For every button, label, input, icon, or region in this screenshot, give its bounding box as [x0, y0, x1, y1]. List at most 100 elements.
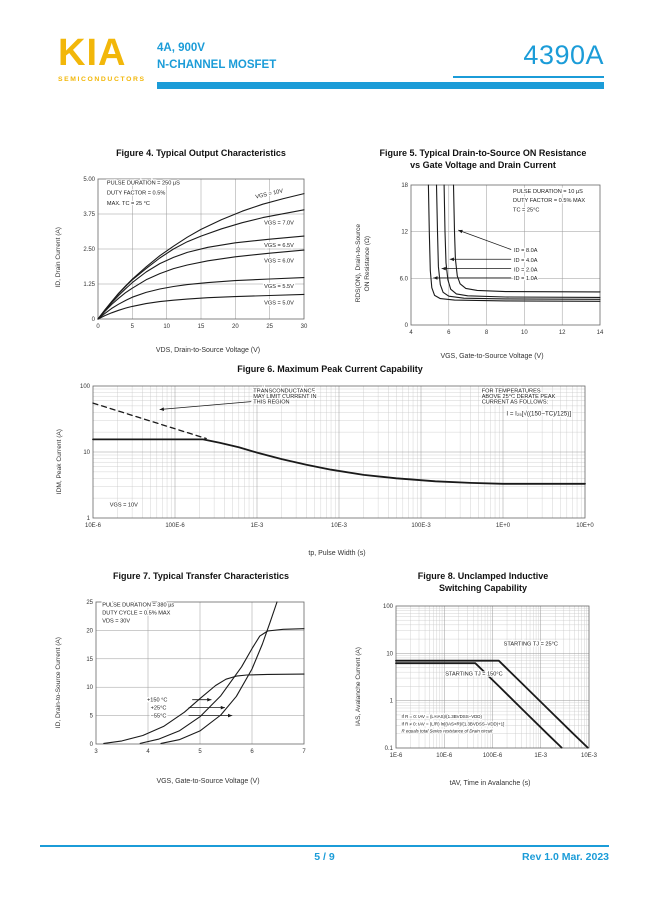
svg-text:10E+0: 10E+0: [576, 523, 594, 529]
svg-text:ABOVE 25°C DERATE PEAK: ABOVE 25°C DERATE PEAK: [482, 394, 556, 400]
svg-text:VGS = 7.0V: VGS = 7.0V: [264, 221, 294, 227]
figure-8-y-axis-label: IAS, Avalanche Current (A): [355, 646, 362, 726]
svg-text:VGS = 5.0V: VGS = 5.0V: [264, 301, 294, 307]
svg-text:DUTY FACTOR = 0.5%: DUTY FACTOR = 0.5%: [107, 191, 165, 197]
header-rule-thin: [453, 76, 604, 78]
svg-text:7: 7: [302, 749, 306, 755]
figure-6-chart: 10E-6 100E-6 1E-3 10E-3 100E-3 1E+0 10E+0 1 10 10…: [80, 384, 594, 529]
svg-text:25: 25: [86, 600, 93, 606]
svg-text:1.25: 1.25: [83, 282, 95, 288]
svg-text:10: 10: [386, 652, 393, 658]
svg-text:5: 5: [90, 714, 94, 720]
svg-text:I = I₂₅[√((150−TC)/125)]: I = I₂₅[√((150−TC)/125)]: [506, 410, 571, 417]
svg-text:10E-6: 10E-6: [85, 523, 102, 529]
svg-text:6.0: 6.0: [399, 277, 408, 283]
svg-text:30: 30: [301, 324, 308, 330]
svg-text:0: 0: [92, 317, 96, 323]
svg-text:DUTY CYCLE = 0.5% MAX: DUTY CYCLE = 0.5% MAX: [102, 611, 170, 617]
kia-logo-subtitle: SEMICONDUCTORS: [58, 76, 146, 83]
kia-logo: KIA SEMICONDUCTORS: [58, 34, 158, 83]
svg-text:1E+0: 1E+0: [496, 523, 511, 529]
figure-4: Figure 4. Typical Output Characteristics…: [55, 147, 347, 354]
revision-label: Rev 1.0 Mar. 2023: [522, 851, 609, 863]
svg-text:DUTY FACTOR = 0.5% MAX: DUTY FACTOR = 0.5% MAX: [513, 198, 585, 204]
svg-text:10E-3: 10E-3: [331, 523, 348, 529]
svg-text:PULSE DURATION = 10 µS: PULSE DURATION = 10 µS: [513, 189, 583, 195]
svg-text:THIS REGION: THIS REGION: [253, 400, 289, 406]
svg-text:+25°C: +25°C: [150, 705, 166, 711]
svg-text:MAX. TC = 25 °C: MAX. TC = 25 °C: [107, 201, 150, 207]
product-spec: 4A, 900V: [157, 42, 205, 54]
kia-logo-text: KIA: [58, 32, 127, 74]
svg-text:5: 5: [131, 324, 135, 330]
figure-6-x-axis-label: tp, Pulse Width (s): [308, 550, 366, 558]
svg-text:1E-3: 1E-3: [534, 753, 547, 759]
svg-text:TC = 25°C: TC = 25°C: [513, 208, 539, 214]
svg-text:12: 12: [401, 230, 408, 236]
svg-text:18: 18: [401, 183, 408, 189]
figure-5: Figure 5. Typical Drain-to-Source ON Res…: [355, 147, 611, 360]
svg-text:VGS = 6.5V: VGS = 6.5V: [264, 243, 294, 249]
svg-text:0: 0: [404, 323, 408, 329]
svg-text:5: 5: [198, 749, 202, 755]
figure-7-y-axis-label: ID, Drain-to-Source Current (A): [55, 636, 62, 728]
figure-6-y-axis-label: IDM, Peak Current (A): [56, 428, 63, 494]
svg-text:100E-3: 100E-3: [411, 523, 431, 529]
svg-text:100: 100: [383, 604, 394, 610]
svg-text:10: 10: [163, 324, 170, 330]
svg-text:ID = 2.0A: ID = 2.0A: [514, 268, 538, 274]
svg-text:VDS = 30V: VDS = 30V: [102, 619, 130, 625]
svg-text:TRANSCONDUCTANCE: TRANSCONDUCTANCE: [253, 389, 315, 395]
page-number: 5 / 9: [314, 851, 335, 863]
figure-6: Figure 6. Maximum Peak Current Capabilit…: [56, 363, 604, 557]
svg-text:FOR TEMPERATURES: FOR TEMPERATURES: [482, 389, 541, 395]
figure-4-title: Figure 4. Typical Output Characteristics: [116, 148, 286, 158]
figure-7: Figure 7. Typical Transfer Characteristi…: [55, 570, 347, 785]
svg-text:10: 10: [521, 330, 528, 336]
svg-text:VGS = 10V: VGS = 10V: [110, 503, 138, 509]
figure-6-title: Figure 6. Maximum Peak Current Capabilit…: [237, 364, 423, 374]
svg-text:1E-6: 1E-6: [390, 753, 403, 759]
svg-text:−55°C: −55°C: [150, 713, 166, 719]
figure-7-chart: 3 4 5 6 7 0 5 10 15 20 25 PULSE DURATION = 380 µs DU…: [86, 600, 306, 755]
svg-text:25: 25: [266, 324, 273, 330]
svg-text:STARTING TJ = 150°C: STARTING TJ = 150°C: [445, 672, 502, 678]
svg-text:4: 4: [409, 330, 413, 336]
svg-text:1: 1: [87, 516, 91, 522]
svg-text:PULSE DURATION = 250 µS: PULSE DURATION = 250 µS: [107, 181, 180, 187]
svg-text:6: 6: [447, 330, 451, 336]
figure-5-x-axis-label: VGS, Gate-to-Source Voltage (V): [440, 353, 544, 361]
svg-text:5.00: 5.00: [83, 177, 95, 183]
svg-text:0.1: 0.1: [385, 746, 394, 752]
device-type: N-CHANNEL MOSFET: [157, 58, 277, 71]
svg-text:3: 3: [94, 749, 98, 755]
svg-text:12: 12: [559, 330, 566, 336]
figure-8-chart: 1E-6 10E-6 100E-6 1E-3 10E-3 0.1 1 10 100 STARTIN…: [383, 604, 598, 759]
svg-text:ID = 1.0A: ID = 1.0A: [514, 276, 538, 282]
header-rule-thick: [157, 82, 604, 89]
svg-text:0: 0: [96, 324, 100, 330]
svg-text:MAY LIMIT CURRENT IN: MAY LIMIT CURRENT IN: [253, 394, 316, 400]
svg-text:20: 20: [86, 629, 93, 635]
figure-7-title: Figure 7. Typical Transfer Characteristi…: [113, 571, 289, 581]
svg-text:CURRENT AS FOLLOWS:: CURRENT AS FOLLOWS:: [482, 400, 549, 406]
svg-text:VGS = 6.0V: VGS = 6.0V: [264, 259, 294, 265]
svg-text:10: 10: [86, 685, 93, 691]
svg-text:If R = 0: tAV = (L×IAS)/(1.3BV: If R = 0: tAV = (L×IAS)/(1.3BVDSS−VDD): [401, 714, 482, 719]
svg-text:15: 15: [198, 324, 205, 330]
footer-rule: [40, 845, 609, 847]
svg-text:If R ≠ 0: tAV = (L/R) ln[(IAS×: If R ≠ 0: tAV = (L/R) ln[(IAS×R)/(1.3BVD…: [401, 722, 504, 727]
svg-text:4: 4: [146, 749, 150, 755]
figure-5-chart: 4 6 8 10 12 14 0 6.0 12 18 PULSE DURATION = 10 µS D…: [399, 183, 603, 336]
svg-text:10: 10: [83, 450, 90, 456]
svg-text:2.50: 2.50: [83, 247, 95, 253]
svg-text:6: 6: [250, 749, 254, 755]
svg-text:3.75: 3.75: [83, 212, 95, 218]
svg-text:+150 °C: +150 °C: [147, 698, 167, 704]
svg-text:STARTING TJ = 25°C: STARTING TJ = 25°C: [504, 642, 558, 648]
svg-text:100: 100: [80, 384, 91, 390]
figure-4-x-axis-label: VDS, Drain-to-Source Voltage (V): [155, 347, 261, 355]
figure-8-x-axis-label: tAV, Time in Avalanche (s): [449, 780, 531, 788]
svg-text:10E-6: 10E-6: [436, 753, 453, 759]
figure-4-y-axis-label: ID, Drain Current (A): [55, 226, 62, 288]
